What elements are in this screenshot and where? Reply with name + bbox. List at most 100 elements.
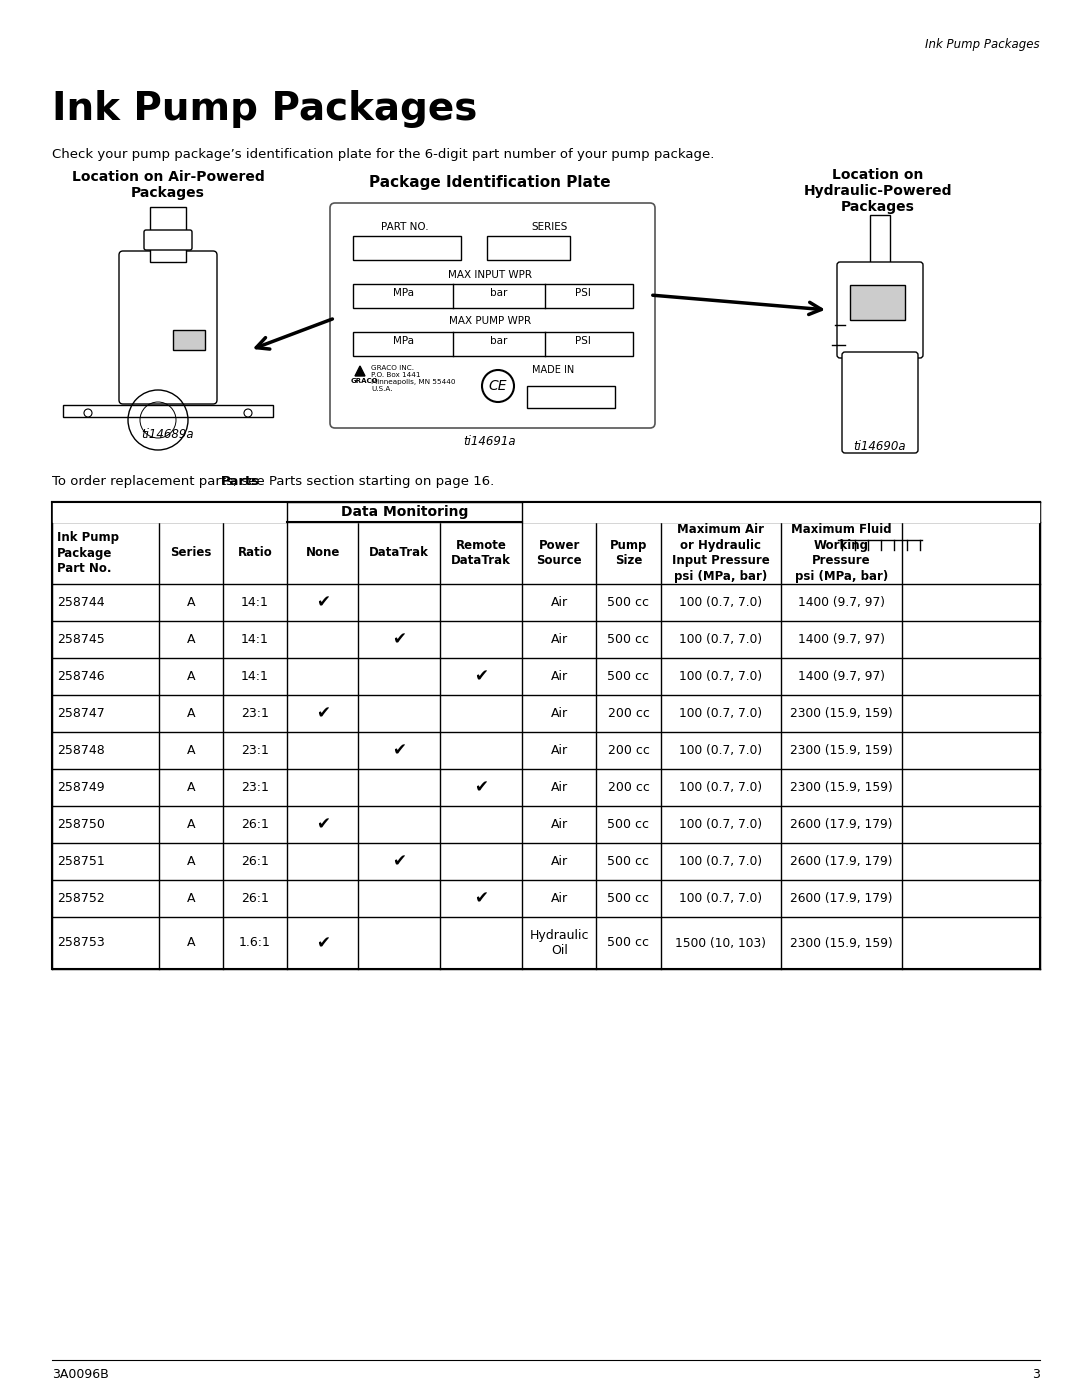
Text: Air: Air <box>551 819 568 831</box>
Text: 2300 (15.9, 159): 2300 (15.9, 159) <box>791 936 893 950</box>
Text: Ink Pump Packages: Ink Pump Packages <box>52 89 477 129</box>
Text: ✔: ✔ <box>474 890 488 908</box>
Text: Parts: Parts <box>221 475 260 488</box>
Text: 2600 (17.9, 179): 2600 (17.9, 179) <box>791 893 893 905</box>
Text: 500 cc: 500 cc <box>607 855 649 868</box>
Text: A: A <box>187 936 195 950</box>
Text: Air: Air <box>551 707 568 719</box>
Text: 258746: 258746 <box>57 671 105 683</box>
Text: ✔: ✔ <box>392 852 406 870</box>
Text: A: A <box>187 781 195 793</box>
Text: A: A <box>187 745 195 757</box>
Text: 2600 (17.9, 179): 2600 (17.9, 179) <box>791 819 893 831</box>
Text: Series: Series <box>171 546 212 560</box>
Text: Ink Pump
Package
Part No.: Ink Pump Package Part No. <box>57 531 119 576</box>
Text: 2300 (15.9, 159): 2300 (15.9, 159) <box>791 745 893 757</box>
Text: 200 cc: 200 cc <box>608 745 649 757</box>
Text: Check your pump package’s identification plate for the 6-digit part number of yo: Check your pump package’s identification… <box>52 148 714 161</box>
Text: 258749: 258749 <box>57 781 105 793</box>
Text: 26:1: 26:1 <box>241 855 269 868</box>
Text: Remote
DataTrak: Remote DataTrak <box>451 539 511 567</box>
Text: 258744: 258744 <box>57 597 105 609</box>
Text: MPa: MPa <box>392 337 414 346</box>
Text: 500 cc: 500 cc <box>607 893 649 905</box>
Text: Air: Air <box>551 745 568 757</box>
Text: Pump
Size: Pump Size <box>610 539 647 567</box>
Text: A: A <box>187 671 195 683</box>
Text: 100 (0.7, 7.0): 100 (0.7, 7.0) <box>679 707 762 719</box>
Text: 2600 (17.9, 179): 2600 (17.9, 179) <box>791 855 893 868</box>
Text: Power
Source: Power Source <box>537 539 582 567</box>
Bar <box>353 284 633 307</box>
Text: ✔: ✔ <box>392 630 406 648</box>
FancyBboxPatch shape <box>842 352 918 453</box>
Bar <box>63 405 273 416</box>
Text: 500 cc: 500 cc <box>607 671 649 683</box>
Text: 3A0096B: 3A0096B <box>52 1368 109 1382</box>
Text: PSI: PSI <box>575 337 591 346</box>
Bar <box>850 285 905 320</box>
Circle shape <box>84 409 92 416</box>
Bar <box>150 207 186 263</box>
Text: 200 cc: 200 cc <box>608 707 649 719</box>
Text: ti14691a: ti14691a <box>463 434 516 448</box>
Text: Hydraulic
Oil: Hydraulic Oil <box>529 929 589 957</box>
Text: 1500 (10, 103): 1500 (10, 103) <box>675 936 767 950</box>
Text: 3: 3 <box>1032 1368 1040 1382</box>
Text: None: None <box>306 546 340 560</box>
Text: 14:1: 14:1 <box>241 597 269 609</box>
Bar <box>870 215 890 265</box>
Text: Maximum Air
or Hydraulic
Input Pressure
psi (MPa, bar): Maximum Air or Hydraulic Input Pressure … <box>672 524 770 583</box>
Text: 23:1: 23:1 <box>241 707 269 719</box>
Text: ✔: ✔ <box>474 668 488 686</box>
Text: Location on Air-Powered
Packages: Location on Air-Powered Packages <box>71 170 265 200</box>
Text: 26:1: 26:1 <box>241 819 269 831</box>
Text: Package Identification Plate: Package Identification Plate <box>369 175 611 190</box>
Text: 100 (0.7, 7.0): 100 (0.7, 7.0) <box>679 819 762 831</box>
Text: A: A <box>187 855 195 868</box>
Text: GRACO INC.
P.O. Box 1441
Minneapolis, MN 55440
U.S.A.: GRACO INC. P.O. Box 1441 Minneapolis, MN… <box>372 365 456 393</box>
Bar <box>353 236 461 260</box>
Text: 258752: 258752 <box>57 893 105 905</box>
Text: To order replacement parts, see Parts section starting on page 16.: To order replacement parts, see Parts se… <box>52 475 495 488</box>
Text: Air: Air <box>551 633 568 645</box>
Text: 258753: 258753 <box>57 936 105 950</box>
Text: ti14689a: ti14689a <box>141 427 194 441</box>
FancyBboxPatch shape <box>119 251 217 404</box>
Text: 2300 (15.9, 159): 2300 (15.9, 159) <box>791 781 893 793</box>
Text: 258745: 258745 <box>57 633 105 645</box>
Text: 500 cc: 500 cc <box>607 633 649 645</box>
Text: 100 (0.7, 7.0): 100 (0.7, 7.0) <box>679 893 762 905</box>
Text: 200 cc: 200 cc <box>608 781 649 793</box>
Text: 26:1: 26:1 <box>241 893 269 905</box>
Text: SERIES: SERIES <box>531 222 568 232</box>
Text: A: A <box>187 819 195 831</box>
Text: ✔: ✔ <box>315 935 329 951</box>
Text: MADE IN: MADE IN <box>531 365 575 374</box>
Text: 100 (0.7, 7.0): 100 (0.7, 7.0) <box>679 671 762 683</box>
Text: MAX PUMP WPR: MAX PUMP WPR <box>449 316 531 326</box>
Text: 1400 (9.7, 97): 1400 (9.7, 97) <box>798 597 885 609</box>
Bar <box>353 332 633 356</box>
Text: Air: Air <box>551 671 568 683</box>
Text: ✔: ✔ <box>315 594 329 612</box>
Text: DataTrak: DataTrak <box>369 546 429 560</box>
Text: 100 (0.7, 7.0): 100 (0.7, 7.0) <box>679 745 762 757</box>
FancyBboxPatch shape <box>330 203 654 427</box>
Text: PART NO.: PART NO. <box>381 222 429 232</box>
Text: 23:1: 23:1 <box>241 745 269 757</box>
Text: 100 (0.7, 7.0): 100 (0.7, 7.0) <box>679 597 762 609</box>
Text: 100 (0.7, 7.0): 100 (0.7, 7.0) <box>679 633 762 645</box>
Bar <box>52 502 1040 970</box>
Text: 14:1: 14:1 <box>241 633 269 645</box>
Text: Air: Air <box>551 893 568 905</box>
Text: 23:1: 23:1 <box>241 781 269 793</box>
Text: Air: Air <box>551 781 568 793</box>
Text: 500 cc: 500 cc <box>607 936 649 950</box>
Text: bar: bar <box>490 337 508 346</box>
Text: ti14690a: ti14690a <box>853 440 906 453</box>
Text: bar: bar <box>490 288 508 298</box>
Bar <box>173 330 205 351</box>
Text: MAX INPUT WPR: MAX INPUT WPR <box>448 270 532 279</box>
FancyBboxPatch shape <box>837 263 923 358</box>
